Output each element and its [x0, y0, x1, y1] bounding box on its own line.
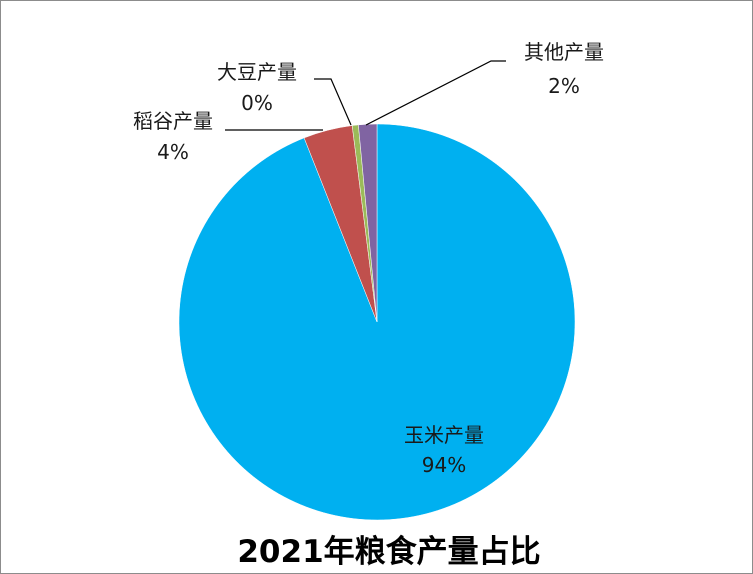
slice-labels: 玉米产量 94% 稻谷产量 4% 大豆产量 0% 其他产量 2%: [133, 40, 604, 477]
pie-slices: [178, 123, 576, 521]
slice-name-label-2: 稻谷产量: [133, 109, 213, 133]
leader-line-4: [365, 60, 506, 126]
slice-percent-label-3: 0%: [241, 91, 273, 115]
leader-lines: [225, 60, 506, 131]
leader-line-3: [314, 78, 352, 126]
chart-title: 2021年粮食产量占比: [237, 534, 540, 570]
slice-percent-label-1: 94%: [422, 453, 466, 477]
slice-name-label-4: 其他产量: [524, 40, 604, 64]
slice-percent-label-2: 4%: [157, 140, 189, 164]
slice-name-label-3: 大豆产量: [217, 60, 297, 84]
slice-percent-label-4: 2%: [548, 74, 580, 98]
slice-name-label-1: 玉米产量: [404, 423, 484, 447]
